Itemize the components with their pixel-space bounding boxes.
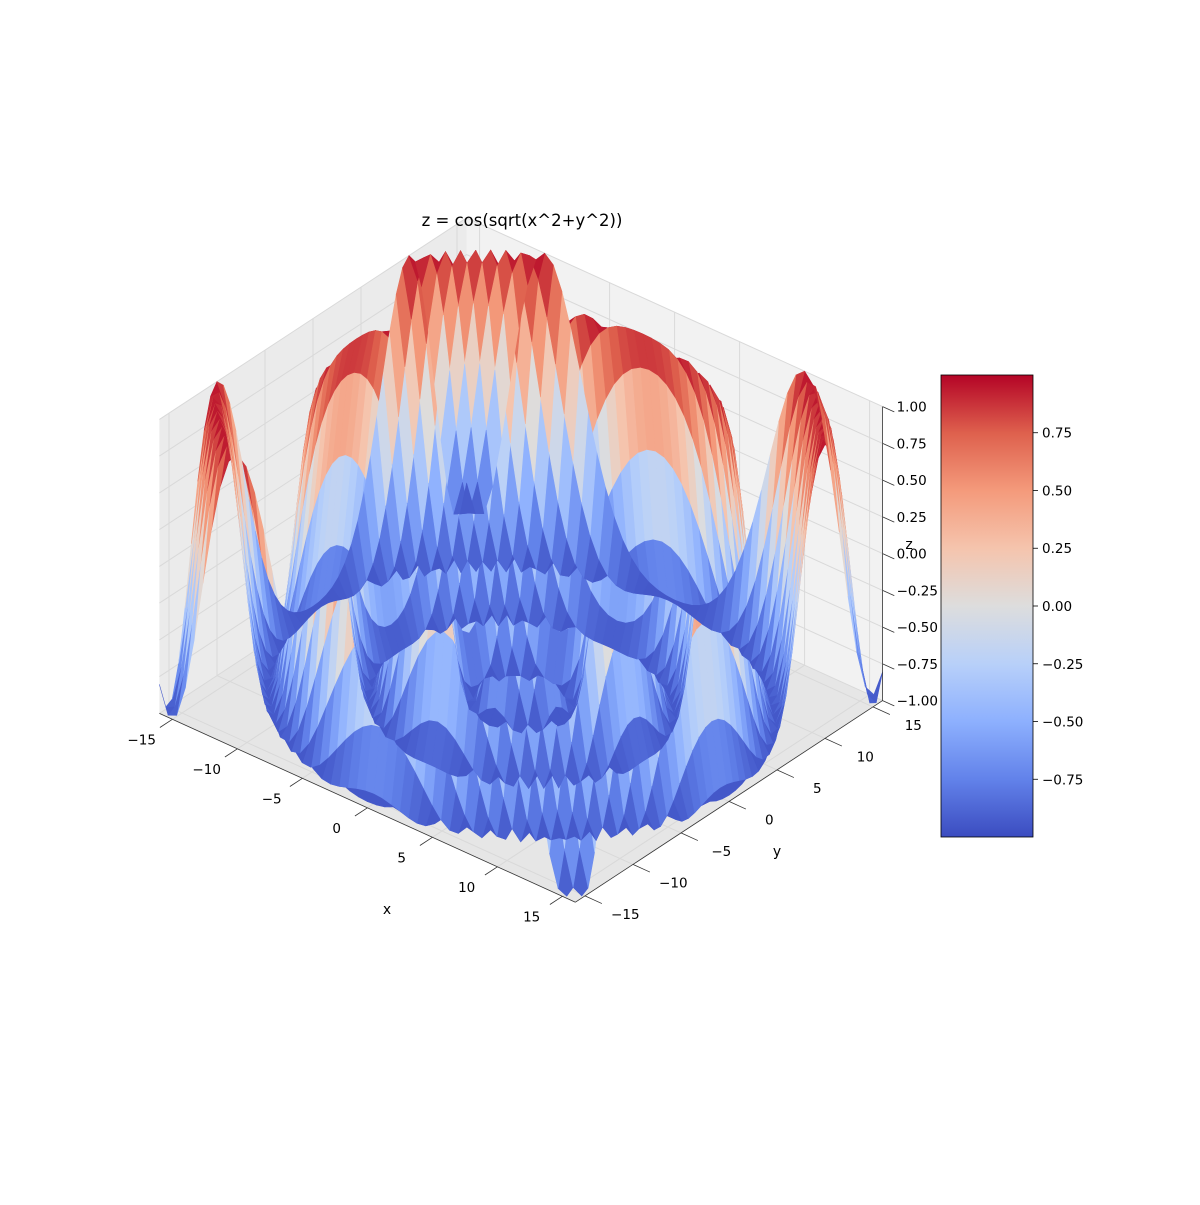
y-tick-label: 5 bbox=[813, 781, 822, 797]
x-tick-mark bbox=[224, 748, 238, 758]
x-tick-mark bbox=[159, 718, 173, 728]
colorbar-tick-label: 0.25 bbox=[1042, 541, 1072, 557]
y-tick-mark bbox=[824, 738, 843, 747]
y-tick-mark bbox=[872, 706, 891, 715]
z-tick-mark bbox=[882, 516, 895, 523]
y-tick-label: −5 bbox=[711, 844, 731, 860]
y-tick-label: 15 bbox=[905, 718, 922, 734]
colorbar: −0.75 −0.50 −0.25 0.00 0.25 0.50 0.75 bbox=[940, 374, 1083, 838]
chart-title: z = cos(sqrt(x^2+y^2)) bbox=[422, 211, 623, 230]
z-tick-label: 0.00 bbox=[897, 547, 927, 563]
colorbar-tick-label: −0.25 bbox=[1042, 657, 1083, 673]
colorbar-tick-label: 0.75 bbox=[1042, 426, 1072, 442]
z-grid-line bbox=[159, 254, 883, 457]
x-tick-label: 5 bbox=[397, 850, 406, 866]
z-tick-label: −0.50 bbox=[897, 620, 938, 636]
surface-facet bbox=[459, 482, 476, 515]
z-tick-mark bbox=[882, 589, 895, 597]
z-tick-mark bbox=[882, 700, 895, 707]
x-tick-mark bbox=[289, 777, 303, 787]
z-tick-mark bbox=[882, 479, 895, 486]
surface-mesh bbox=[159, 249, 883, 897]
z-tick-label: −0.75 bbox=[897, 657, 938, 673]
x-tick-label: −10 bbox=[192, 762, 221, 778]
x-axis-label: x bbox=[383, 902, 391, 918]
z-tick-label: 1.00 bbox=[897, 400, 927, 416]
axes-lines bbox=[159, 406, 895, 905]
z-tick-mark bbox=[882, 442, 895, 450]
tick-labels: −15 −10 −5 0 5 10 15 −15 −10 −5 0 5 10 15 −1.00 −0.75 −0… bbox=[127, 400, 938, 926]
colorbar-tick-label: 0.00 bbox=[1042, 599, 1072, 615]
z-tick-mark bbox=[882, 406, 895, 413]
x-tick-label: −15 bbox=[127, 732, 156, 748]
x-tick-label: 15 bbox=[523, 909, 540, 925]
z-tick-label: −1.00 bbox=[897, 694, 938, 710]
y-tick-label: 10 bbox=[857, 750, 874, 766]
y-tick-label: 0 bbox=[765, 813, 774, 829]
colorbar-tick-label: −0.50 bbox=[1042, 715, 1083, 731]
x-tick-label: 0 bbox=[332, 821, 341, 837]
x-tick-mark bbox=[484, 866, 498, 876]
y-tick-mark bbox=[680, 832, 699, 841]
y-tick-label: −10 bbox=[659, 876, 688, 892]
y-tick-mark bbox=[632, 864, 651, 873]
z-tick-mark bbox=[882, 553, 895, 560]
x-tick-label: −5 bbox=[262, 791, 282, 807]
y-tick-mark bbox=[584, 895, 603, 904]
y-tick-label: −15 bbox=[611, 907, 640, 923]
x-tick-mark bbox=[549, 895, 563, 905]
x-tick-mark bbox=[419, 836, 433, 846]
x-tick-mark bbox=[354, 807, 368, 817]
z-tick-label: 0.75 bbox=[897, 436, 927, 452]
y-tick-mark bbox=[776, 769, 795, 778]
z-tick-mark bbox=[882, 663, 895, 670]
colorbar-gradient bbox=[940, 374, 1034, 838]
z-tick-label: 0.50 bbox=[897, 473, 927, 489]
z-grid-line bbox=[159, 217, 883, 420]
z-tick-mark bbox=[882, 626, 895, 633]
y-axis-label: y bbox=[773, 844, 781, 860]
colorbar-tick-label: −0.75 bbox=[1042, 772, 1083, 788]
z-tick-label: −0.25 bbox=[897, 583, 938, 599]
y-tick-mark bbox=[728, 801, 747, 810]
x-tick-label: 10 bbox=[458, 880, 475, 896]
z-axis-label: z bbox=[905, 537, 912, 553]
z-tick-label: 0.25 bbox=[897, 510, 927, 526]
colorbar-tick-label: 0.50 bbox=[1042, 483, 1072, 499]
